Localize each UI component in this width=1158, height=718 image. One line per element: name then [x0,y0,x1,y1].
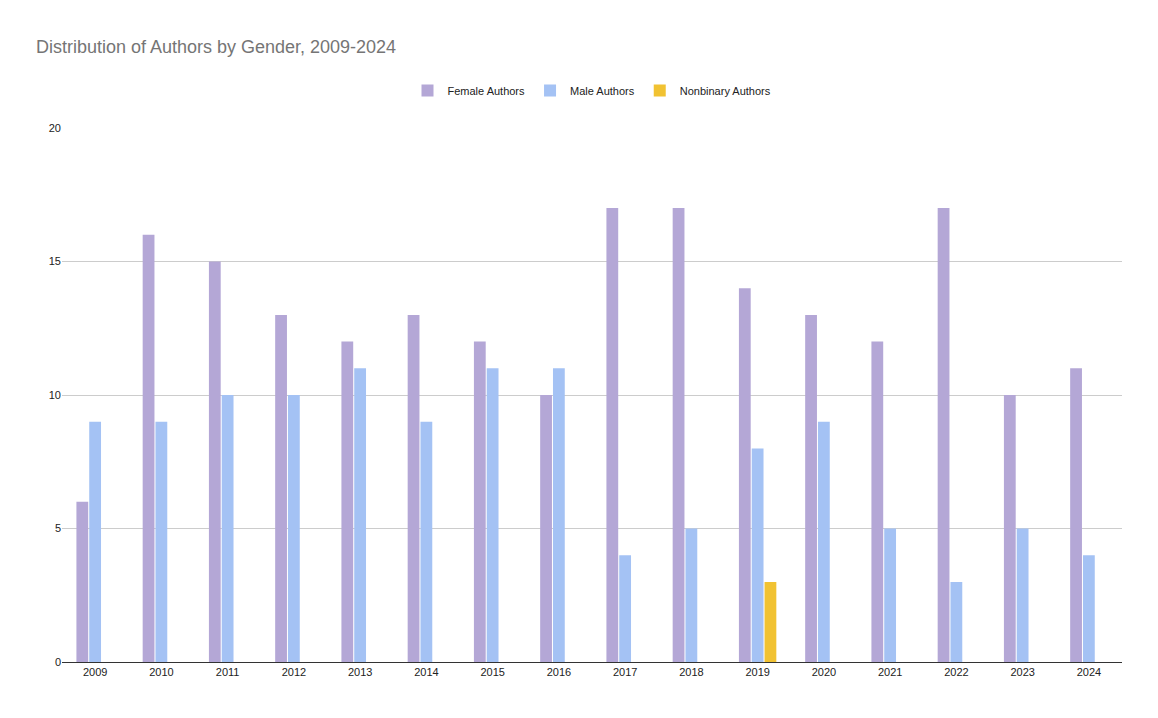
svg-text:2011: 2011 [216,666,240,678]
svg-text:2023: 2023 [1010,666,1034,678]
svg-text:Nonbinary Authors: Nonbinary Authors [680,85,771,97]
svg-text:0: 0 [55,656,61,668]
svg-text:20: 20 [49,122,61,134]
svg-text:2014: 2014 [414,666,438,678]
svg-text:2021: 2021 [878,666,902,678]
svg-text:2017: 2017 [613,666,637,678]
svg-text:Female Authors: Female Authors [448,85,526,97]
svg-text:2016: 2016 [547,666,571,678]
svg-text:2015: 2015 [480,666,504,678]
svg-text:2010: 2010 [149,666,173,678]
svg-text:2012: 2012 [282,666,306,678]
svg-text:2024: 2024 [1077,666,1101,678]
svg-text:2020: 2020 [812,666,836,678]
svg-text:Male Authors: Male Authors [570,85,635,97]
svg-text:2013: 2013 [348,666,372,678]
svg-text:2009: 2009 [83,666,107,678]
svg-text:15: 15 [49,255,61,267]
svg-text:10: 10 [49,389,61,401]
svg-text:2019: 2019 [745,666,769,678]
svg-text:2022: 2022 [944,666,968,678]
svg-text:Distribution of Authors by Gen: Distribution of Authors by Gender, 2009-… [36,37,396,57]
svg-text:2018: 2018 [679,666,703,678]
svg-text:5: 5 [55,522,61,534]
